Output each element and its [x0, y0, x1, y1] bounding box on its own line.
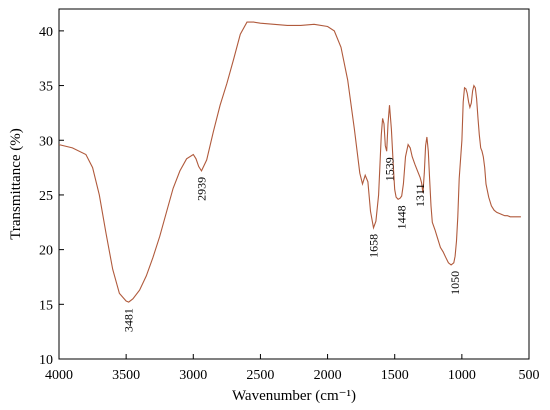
y-tick-label: 10 — [39, 353, 53, 368]
x-tick-label: 4000 — [45, 368, 73, 383]
x-tick-label: 3000 — [179, 368, 207, 383]
x-tick-label: 2000 — [314, 368, 342, 383]
y-axis-label: Transmittance (%) — [8, 128, 24, 240]
x-tick-label: 1500 — [381, 368, 409, 383]
y-tick-label: 30 — [39, 134, 53, 149]
x-tick-label: 2500 — [246, 368, 274, 383]
peak-label: 1050 — [448, 271, 462, 295]
y-tick-label: 25 — [39, 189, 53, 204]
x-axis-label: Wavenumber (cm⁻¹) — [232, 388, 356, 404]
peak-label: 1448 — [395, 205, 409, 229]
x-tick-label: 3500 — [112, 368, 140, 383]
x-axis-ticks: 4000 3500 3000 2500 2000 1500 1000 500 — [45, 354, 540, 383]
peak-label: 1539 — [382, 157, 396, 181]
y-tick-label: 35 — [39, 80, 53, 95]
x-tick-label: 500 — [519, 368, 540, 383]
y-tick-label: 40 — [39, 25, 53, 40]
y-axis-ticks: 10 15 20 25 30 35 40 — [39, 25, 64, 368]
transmittance-series-line — [58, 21, 521, 303]
peak-label: 1658 — [366, 234, 380, 258]
y-tick-label: 20 — [39, 244, 53, 259]
y-tick-label: 15 — [39, 298, 53, 313]
peak-label: 3481 — [122, 308, 136, 332]
peak-label: 2939 — [194, 177, 208, 201]
plot-frame — [58, 8, 530, 360]
peak-annotations: 3481 2939 1658 1539 1448 1311 1050 — [122, 157, 462, 332]
x-tick-label: 1000 — [448, 368, 476, 383]
peak-label: 1311 — [413, 183, 427, 207]
